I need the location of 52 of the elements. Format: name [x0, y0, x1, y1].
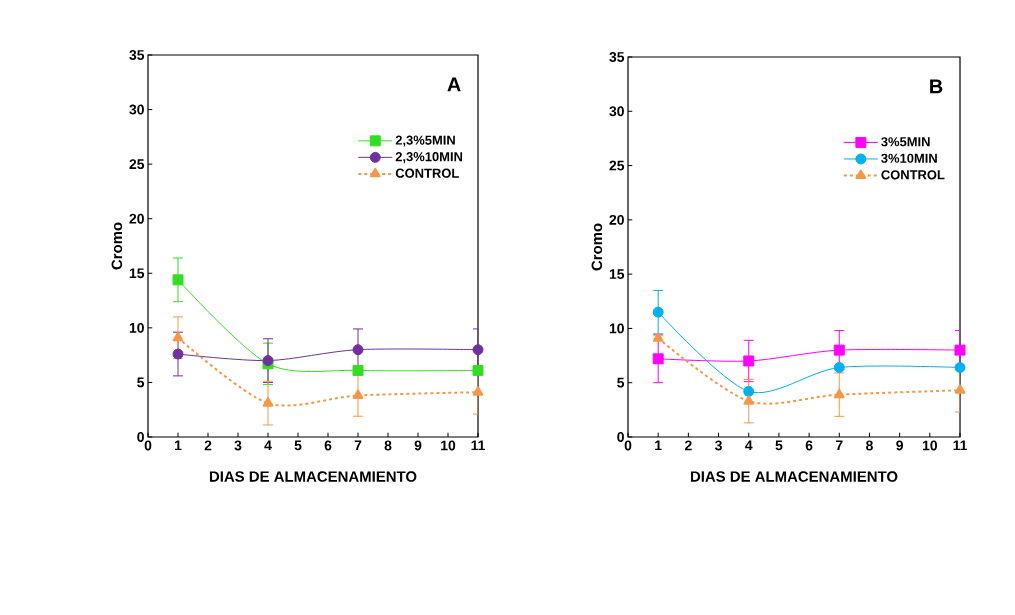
y-tick-label: 5	[617, 377, 625, 388]
y-tick-label: 20	[609, 214, 624, 225]
legend-label: CONTROL	[881, 170, 945, 180]
x-tick-label: 5	[294, 440, 302, 451]
x-tick-label: 11	[471, 440, 485, 451]
x-tick-label: 4	[745, 440, 753, 451]
y-tick-label: 0	[617, 432, 624, 442]
legend-label: 2,3%5MIN	[395, 135, 455, 147]
x-tick-label: 1	[175, 440, 182, 451]
legend-label: CONTROL	[395, 168, 459, 178]
x-tick-label: 11	[953, 440, 967, 451]
y-tick-label: 15	[609, 269, 625, 279]
x-tick-label: 6	[805, 440, 813, 451]
annotation: B	[930, 79, 943, 94]
x-tick-label: 10	[922, 440, 938, 451]
x-tick-label: 3	[714, 440, 722, 451]
y-tick-label: 10	[129, 322, 144, 333]
y-tick-label: 35	[609, 52, 625, 62]
legend-label: 2,3%10MIN	[395, 152, 463, 164]
x-axis-title: DIAS DE ALMACENAMIENTO	[690, 471, 898, 482]
x-tick-label: 0	[624, 440, 632, 451]
y-tick-label: 25	[129, 159, 145, 170]
x-axis-title: DIAS DE ALMACENAMIENTO	[209, 471, 417, 482]
y-tick-label: 15	[129, 268, 145, 279]
x-tick-label: 4	[264, 440, 272, 451]
annotation: A	[447, 77, 461, 92]
y-tick-label: 35	[129, 50, 145, 60]
y-tick-label: 25	[609, 160, 625, 171]
x-tick-label: 7	[836, 440, 843, 451]
x-tick-label: 7	[354, 440, 362, 451]
x-tick-label: 10	[441, 440, 456, 451]
y-axis-title: Cromo	[591, 223, 603, 271]
x-tick-label: 2	[204, 440, 212, 451]
y-axis-title: Cromo	[111, 222, 123, 270]
x-tick-label: 9	[896, 440, 904, 451]
x-tick-label: 3	[234, 440, 242, 451]
y-tick-label: 20	[129, 213, 144, 224]
legend-label: 3%5MIN	[881, 137, 930, 147]
x-tick-label: 5	[775, 440, 783, 451]
x-tick-label: 2	[684, 440, 692, 451]
y-tick-label: 0	[137, 432, 144, 442]
x-tick-label: 6	[324, 440, 332, 451]
x-tick-label: 1	[655, 440, 662, 451]
x-tick-label: 8	[866, 440, 873, 451]
x-tick-label: 9	[414, 440, 422, 451]
y-tick-label: 5	[137, 377, 145, 388]
y-tick-label: 30	[129, 104, 144, 115]
legend-label: 3%10MIN	[881, 153, 937, 163]
y-tick-label: 30	[609, 106, 624, 117]
x-tick-label: 0	[144, 440, 152, 451]
x-tick-label: 8	[384, 440, 392, 451]
y-tick-label: 10	[609, 323, 624, 334]
